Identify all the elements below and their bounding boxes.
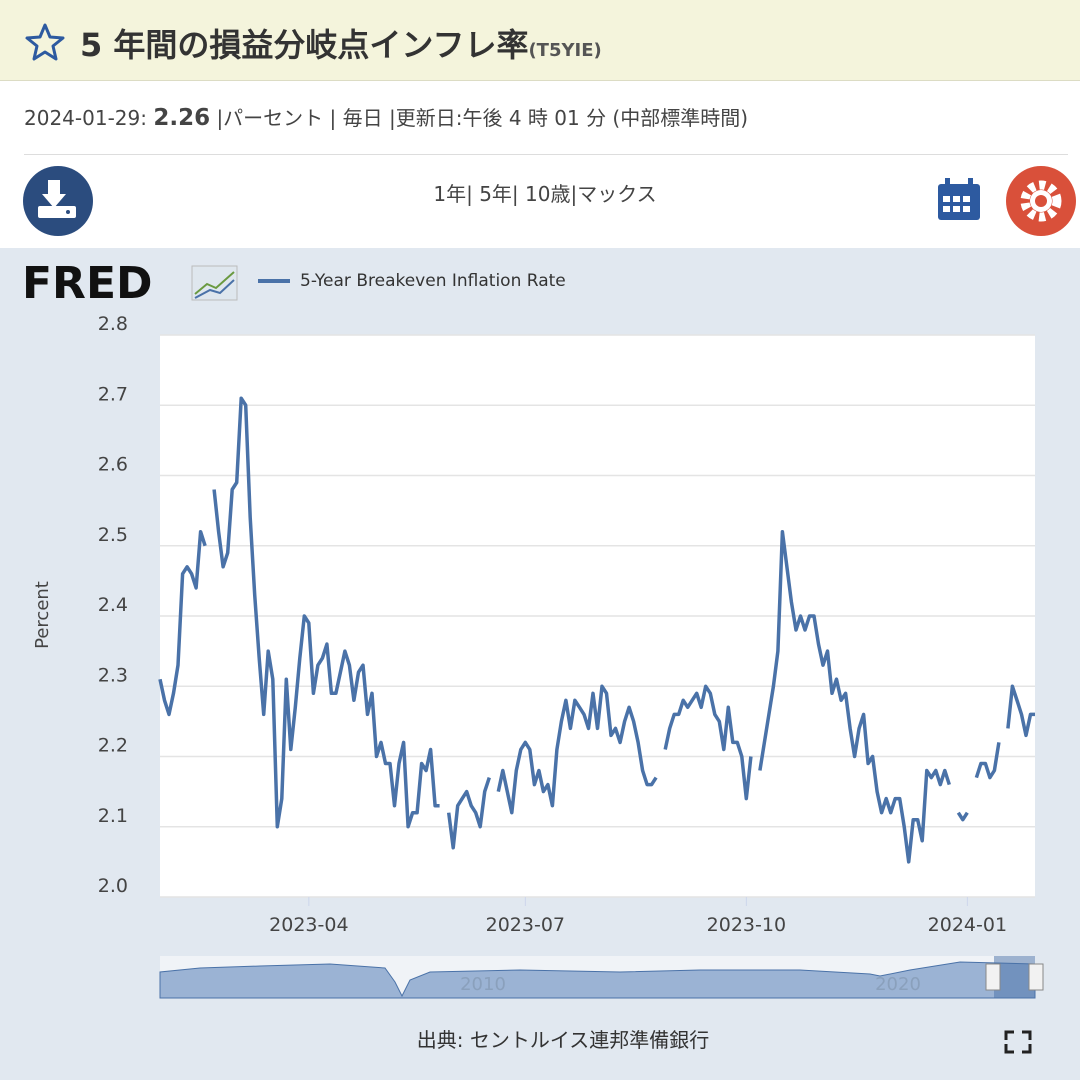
navigator[interactable]: 2010 2020 xyxy=(159,956,1044,999)
x-tick-label: 2023-10 xyxy=(707,914,786,936)
fullscreen-button[interactable] xyxy=(1004,1030,1032,1054)
header: 5 年間の損益分岐点インフレ率(T5YIE) xyxy=(0,0,1080,81)
y-tick-label: 2.4 xyxy=(98,594,128,616)
logo-graph xyxy=(191,265,238,301)
info-line: 2024-01-29: 2.26 |パーセント | 毎日 |更新日:午後 4 時… xyxy=(24,102,748,131)
details: |パーセント | 毎日 |更新日:午後 4 時 01 分 (中部標準時間) xyxy=(216,106,749,130)
y-axis-label: Percent xyxy=(32,581,53,649)
x-tick-label: 2023-04 xyxy=(269,914,348,936)
download-button[interactable] xyxy=(22,166,94,236)
title-text: 5 年間の損益分岐点インフレ率 xyxy=(80,26,529,64)
navigator-label: 2020 xyxy=(875,974,921,995)
separator xyxy=(24,154,1068,155)
legend-label: 5-Year Breakeven Inflation Rate xyxy=(300,271,566,291)
navigator-label: 2010 xyxy=(460,974,506,995)
y-tick-label: 2.8 xyxy=(98,313,128,335)
y-tick-label: 2.3 xyxy=(98,664,128,686)
source: 出典: セントルイス連邦準備銀行 xyxy=(417,1028,710,1052)
data-line xyxy=(158,396,1035,864)
y-tick-label: 2.7 xyxy=(98,383,128,405)
x-tick-label: 2024-01 xyxy=(928,914,1007,936)
latest-value: 2.26 xyxy=(153,105,211,131)
title: 5 年間の損益分岐点インフレ率(T5YIE) xyxy=(80,20,602,66)
calendar-button[interactable] xyxy=(936,178,982,222)
y-tick-label: 2.1 xyxy=(98,805,128,827)
date: 2024-01-29: xyxy=(24,106,147,130)
ticker: (T5YIE) xyxy=(528,40,602,61)
y-tick-label: 2.6 xyxy=(98,454,128,476)
star-icon[interactable] xyxy=(24,22,66,62)
x-tick-label: 2023-07 xyxy=(486,914,565,936)
y-tick-label: 2.0 xyxy=(98,875,128,897)
settings-button[interactable] xyxy=(1004,166,1080,236)
fred-logo: FRED xyxy=(22,258,153,309)
range-buttons[interactable]: 1年| 5年| 10歳|マックス xyxy=(433,182,657,206)
y-tick-label: 2.5 xyxy=(98,524,128,546)
y-tick-label: 2.2 xyxy=(98,735,128,757)
